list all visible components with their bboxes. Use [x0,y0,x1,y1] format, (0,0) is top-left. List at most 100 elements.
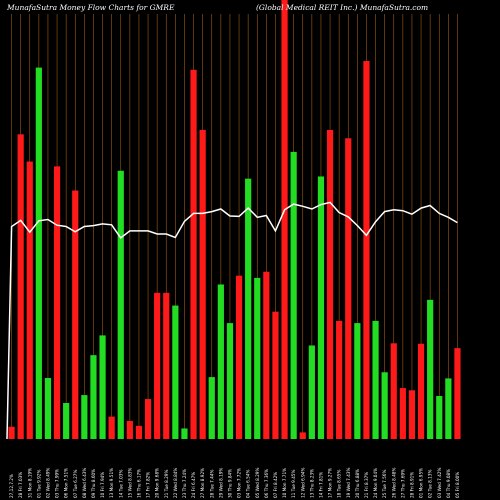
bar [72,190,79,439]
x-tick-label: 31 Mon 8.19% [27,468,32,498]
bar [108,416,115,439]
bar [317,176,325,439]
bar [35,67,42,439]
bar [117,170,124,439]
bar [181,428,188,439]
bar [281,0,288,439]
bar [245,178,252,439]
x-tick-label: 10 Mon 7.71% [282,468,287,498]
x-tick-label: 07 Fri 8.42% [273,472,278,498]
x-tick-label: 29 Wed 8.19% [218,468,223,498]
x-tick-label: 24 Fri 6.47% [191,472,196,498]
x-tick-label: 12 Wed 6.94% [300,468,305,498]
x-tick-label: 05 Wed 8.29% [255,468,260,498]
bar [90,355,97,439]
bar-series [8,0,461,440]
bar [436,395,443,439]
x-tick-label: 17 Fri 7.82% [146,472,151,498]
chart-title-left: MunafaSutra Money Flow Charts for GMRE [6,3,175,12]
bar [172,305,179,439]
x-tick-label: 14 Tue 7.03% [118,470,123,498]
x-tick-label: 15 Wed 8.83% [127,468,132,498]
bar [8,426,15,439]
x-tick-label: 25 Tue 7.56% [382,470,387,498]
x-tick-label: 24 Mon 9.04% [373,468,378,498]
x-tick-label: 03 Wed 7.42% [437,468,442,498]
bar [144,399,152,439]
x-tick-label: 17 Mon 9.27% [328,468,333,498]
x-tick-labels: 27,12,7.2% 28 Fri 7.03% 31 Mon 8.19% 01 … [9,468,460,498]
bar [44,377,52,439]
bar [336,320,343,439]
bar [126,421,133,439]
x-tick-label: 27 Thu 7.69% [400,469,405,498]
x-tick-label: 27,12,7.2% [9,474,14,498]
x-tick-label: 18 Tue 8.65% [337,470,342,498]
x-tick-label: 02 Wed 8.49% [45,468,50,498]
bar [417,343,425,439]
bar [235,275,243,439]
bar [372,320,379,439]
line-series [6,201,458,440]
x-tick-label: 11 Tue 9.45% [291,470,296,498]
money-flow-line [6,201,458,440]
x-tick-label: 10 Fri 7.94% [100,472,105,498]
bar [63,403,70,439]
bar [199,129,206,439]
x-tick-label: 01 Mon 6.95% [419,468,424,498]
x-tick-label: 21 Fri 8.37% [364,472,369,498]
bar [263,271,270,439]
bar [445,378,452,439]
x-tick-label: 27 Mon 8.92% [200,468,205,498]
bar [208,377,215,439]
bar [454,348,461,439]
bar [399,388,406,439]
bar [17,134,24,440]
x-tick-label: 14 Fri 7.81% [318,472,323,498]
bar [427,299,434,439]
x-tick-label: 28 Fri 8.91% [409,472,414,498]
bar [26,161,33,439]
x-tick-label: 19 Wed 7.43% [346,468,351,498]
x-tick-label: 16 Thu 6.17% [136,469,141,498]
x-tick-label: 13 Mon 9.51% [109,468,114,498]
bar [390,343,397,439]
bar [154,292,161,439]
x-tick-label: 06 Thu 7.36% [264,469,269,498]
bar [290,151,297,440]
bar [190,69,197,440]
bar [81,395,88,439]
bar [299,432,306,439]
x-tick-label: 13 Thu 8.23% [309,469,314,498]
x-tick-label: 03 Mon 7.72% [237,468,242,498]
x-tick-label: 20 Thu 6.88% [355,469,360,498]
bar [308,345,315,439]
x-tick-label: 06 Mon 7.51% [64,468,69,498]
x-tick-label: 07 Tue 6.27% [73,470,78,498]
x-tick-label: 09 Thu 8.60% [91,469,96,498]
x-tick-label: 28 Fri 7.03% [18,472,23,498]
bar [326,129,334,439]
x-tick-label: 20 Mon 9.68% [155,468,160,498]
bar [381,372,388,439]
x-tick-label: 23 Thu 7.24% [182,469,187,498]
x-tick-label: 01 Tue 9.92% [36,470,41,498]
x-tick-label: 26 Wed 8.48% [391,468,396,498]
x-tick-label: 30 Thu 9.84% [227,469,232,498]
x-tick-label: 04 Thu 9.08% [446,469,451,498]
x-tick-label: 28 Tue 7.44% [209,470,214,498]
bar [53,166,61,440]
bar [254,277,261,439]
bar [408,390,416,439]
bar [363,61,370,440]
x-tick-label: 03 Thu 7.99% [55,469,60,498]
bar [217,284,224,439]
bar [354,323,361,439]
bar [135,425,143,439]
bar [345,138,352,439]
x-tick-label: 04 Tue 6.54% [246,470,251,498]
x-tick-label: 21 Tue 8.29% [164,470,169,498]
chart-title-right: (Global Medical REIT Inc.) MunafaSutra.c… [256,3,428,12]
